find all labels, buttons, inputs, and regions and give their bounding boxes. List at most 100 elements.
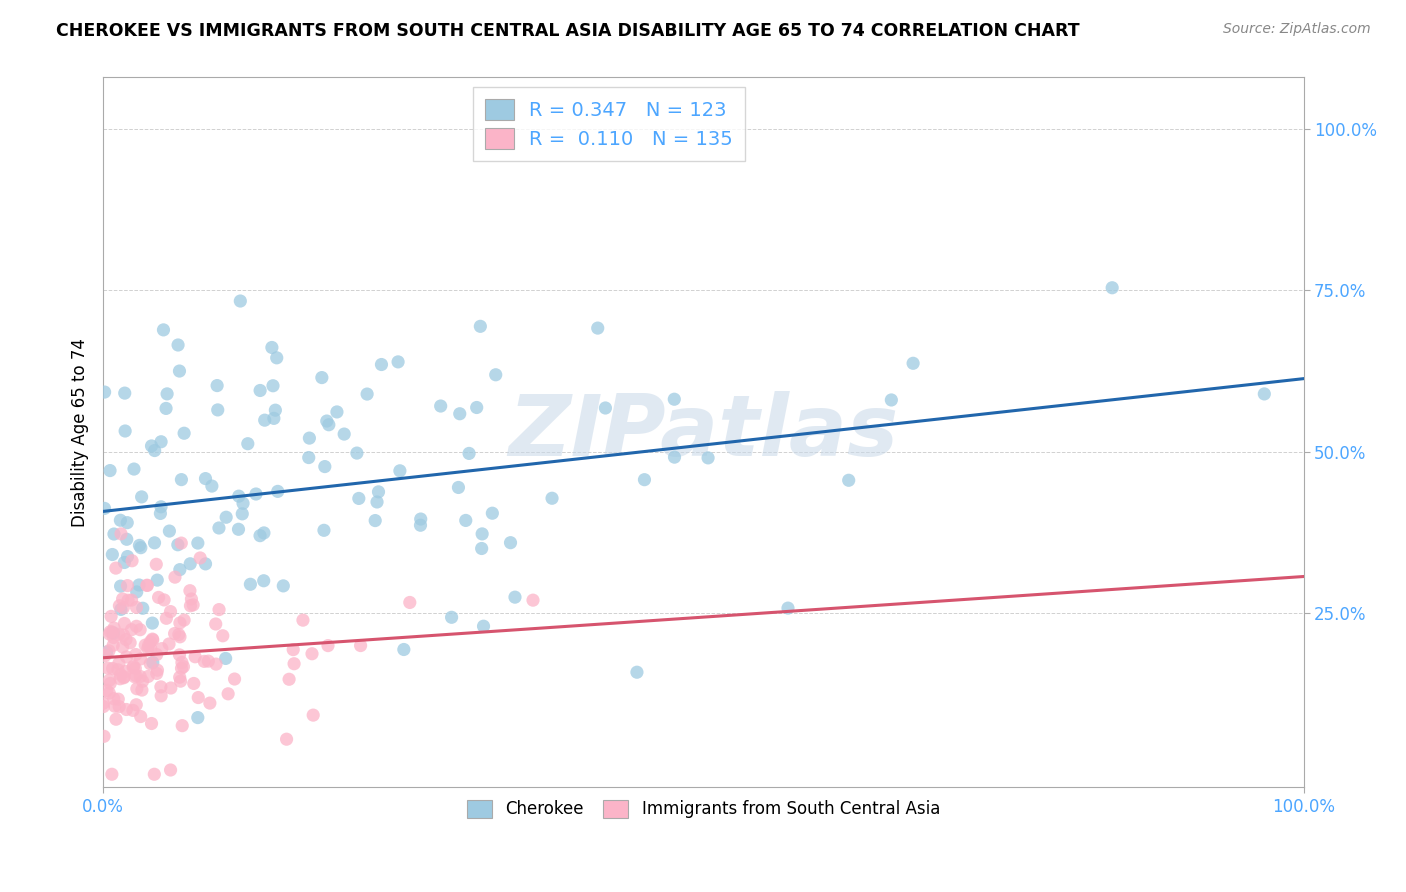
Point [170, 661, 193, 675]
Point [253, 574, 276, 588]
Point [146, 663, 169, 677]
Point [103, 626, 125, 640]
Point [276, 732, 298, 747]
Point [129, 669, 152, 683]
Point [224, 672, 246, 686]
Point [115, 649, 138, 664]
Point [141, 632, 163, 646]
Point [194, 557, 217, 571]
Point [93, 729, 115, 743]
Point [98, 464, 121, 478]
Point [117, 593, 139, 607]
Point [141, 439, 163, 453]
Point [94, 648, 117, 663]
Point [134, 638, 156, 652]
Point [110, 602, 132, 616]
Point [312, 524, 335, 538]
Point [97, 644, 120, 658]
Point [205, 378, 228, 392]
Point [124, 661, 146, 675]
Point [112, 670, 135, 684]
Point [96, 683, 118, 698]
Point [249, 529, 271, 543]
Point [110, 513, 132, 527]
Point [214, 651, 236, 665]
Point [157, 524, 180, 538]
Point [150, 434, 173, 449]
Point [356, 387, 378, 401]
Point [326, 405, 349, 419]
Point [388, 464, 411, 478]
Point [187, 690, 209, 705]
Point [201, 479, 224, 493]
Point [97, 661, 120, 675]
Point [187, 536, 209, 550]
Point [440, 610, 463, 624]
Point [167, 338, 190, 352]
Point [697, 450, 720, 465]
Point [470, 319, 492, 334]
Point [155, 401, 177, 416]
Point [152, 323, 174, 337]
Point [150, 641, 173, 656]
Point [156, 387, 179, 401]
Point [215, 510, 238, 524]
Point [409, 518, 432, 533]
Point [112, 628, 135, 642]
Point [370, 358, 392, 372]
Point [169, 364, 191, 378]
Point [98, 627, 121, 641]
Point [901, 356, 924, 370]
Point [139, 657, 162, 671]
Point [315, 414, 337, 428]
Point [105, 712, 128, 726]
Point [311, 370, 333, 384]
Point [429, 399, 451, 413]
Point [188, 551, 211, 566]
Point [122, 659, 145, 673]
Point [98, 676, 121, 690]
Point [595, 401, 617, 415]
Point [110, 526, 132, 541]
Point [170, 473, 193, 487]
Point [232, 496, 254, 510]
Point [347, 491, 370, 506]
Point [141, 716, 163, 731]
Point [633, 473, 655, 487]
Point [229, 293, 252, 308]
Point [107, 663, 129, 677]
Point [664, 392, 686, 407]
Point [112, 556, 135, 570]
Point [101, 625, 124, 640]
Point [283, 642, 305, 657]
Point [194, 472, 217, 486]
Point [143, 443, 166, 458]
Point [101, 767, 124, 781]
Point [499, 535, 522, 549]
Point [231, 507, 253, 521]
Point [169, 674, 191, 689]
Point [125, 619, 148, 633]
Point [141, 616, 163, 631]
Point [149, 507, 172, 521]
Point [472, 619, 495, 633]
Point [302, 708, 325, 723]
Point [115, 516, 138, 530]
Point [173, 613, 195, 627]
Point [121, 593, 143, 607]
Text: Source: ZipAtlas.com: Source: ZipAtlas.com [1223, 22, 1371, 37]
Legend: Cherokee, Immigrants from South Central Asia: Cherokee, Immigrants from South Central … [460, 793, 946, 825]
Point [107, 692, 129, 706]
Point [120, 636, 142, 650]
Point [217, 687, 239, 701]
Point [163, 570, 186, 584]
Point [112, 671, 135, 685]
Point [110, 667, 132, 681]
Point [117, 579, 139, 593]
Point [166, 538, 188, 552]
Text: CHEROKEE VS IMMIGRANTS FROM SOUTH CENTRAL ASIA DISABILITY AGE 65 TO 74 CORRELATI: CHEROKEE VS IMMIGRANTS FROM SOUTH CENTRA… [56, 22, 1080, 40]
Point [110, 579, 132, 593]
Point [253, 525, 276, 540]
Point [98, 673, 121, 688]
Point [169, 648, 191, 662]
